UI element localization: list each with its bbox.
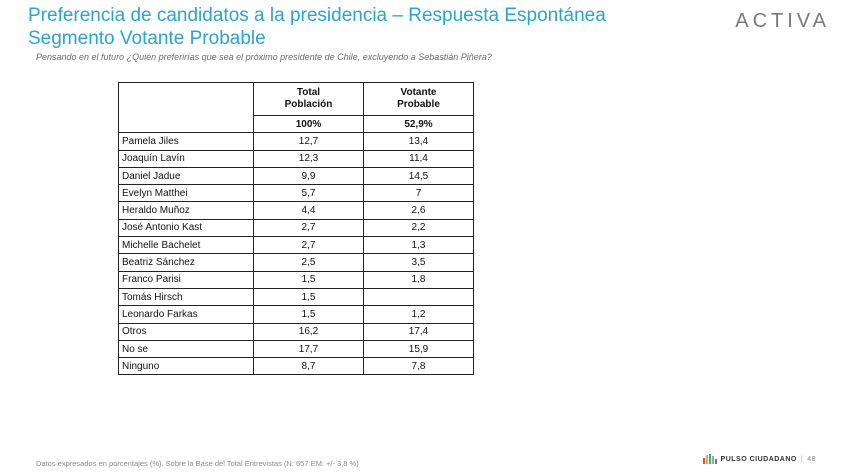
row-name: Evelyn Matthei [118, 184, 254, 203]
row-probable: 7,8 [363, 357, 474, 376]
page-number: 48 [807, 455, 816, 463]
row-name: No se [118, 339, 254, 359]
row-total: 8,7 [253, 357, 364, 376]
row-total: 2,7 [253, 236, 364, 255]
activa-logo: ACTIVA [735, 10, 830, 32]
row-name: Otros [118, 322, 254, 341]
table-row: Evelyn Matthei 5,7 7 [118, 184, 474, 203]
question-subtitle: Pensando en el futuro ¿Quién preferirías… [36, 52, 492, 62]
bars-icon [702, 454, 717, 464]
row-probable: 1,8 [363, 270, 474, 289]
row-total: 1,5 [253, 287, 364, 307]
table-row: Franco Parisi 1,5 1,8 [118, 270, 474, 289]
row-name: Joaquín Lavín [118, 149, 254, 168]
row-name: Beatriz Sánchez [118, 253, 254, 272]
row-name: José Antonio Kast [118, 218, 254, 238]
table-row: Pamela Jiles 12,7 13,4 [118, 132, 474, 151]
brand-name: PULSO CIUDADANO [720, 455, 797, 463]
table-row: Michelle Bachelet 2,7 1,3 [118, 236, 474, 255]
row-probable: 1,2 [363, 305, 474, 324]
table-row: Ninguno 8,7 7,8 [118, 357, 474, 376]
header-votante-probable: Votante Probable [363, 82, 474, 116]
row-total: 16,2 [253, 322, 364, 341]
table-row: Daniel Jadue 9,9 14,5 [118, 166, 474, 186]
row-probable: 7 [363, 184, 474, 203]
bar-mark [702, 458, 705, 464]
table-header-row: Total Población Votante Probable [118, 81, 474, 134]
base-total: 100% [253, 114, 364, 134]
table-row: Beatriz Sánchez 2,5 3,5 [118, 253, 474, 272]
row-name: Pamela Jiles [118, 132, 254, 151]
row-total: 2,7 [253, 218, 364, 238]
bar-mark [705, 455, 708, 464]
table-row: Otros 16,2 17,4 [118, 322, 474, 341]
row-probable: 2,2 [363, 218, 474, 238]
bar-mark [708, 454, 711, 464]
row-total: 9,9 [253, 166, 364, 186]
row-name: Heraldo Muñoz [118, 201, 254, 220]
row-total: 5,7 [253, 184, 364, 203]
page-title: Preferencia de candidatos a la presidenc… [28, 4, 678, 50]
row-total: 1,5 [253, 305, 364, 324]
table-row: Heraldo Muñoz 4,4 2,6 [118, 201, 474, 220]
results-table: Total Población Votante Probable 100% 52… [118, 81, 474, 376]
row-name: Franco Parisi [118, 270, 254, 289]
footer-note: Datos expresados en porcentajes (%). Sob… [36, 459, 359, 468]
bar-mark [711, 456, 714, 464]
row-probable: 1,3 [363, 236, 474, 255]
title-line-2: Segmento Votante Probable [28, 28, 266, 49]
empty-header-cell [118, 81, 254, 134]
header-total-poblacion: Total Población [253, 82, 364, 116]
row-probable: 17,4 [363, 322, 474, 341]
bar-mark [714, 459, 717, 464]
row-probable [363, 287, 474, 307]
row-name: Daniel Jadue [118, 166, 254, 186]
table-row: No se 17,7 15,9 [118, 339, 474, 359]
row-total: 17,7 [253, 339, 364, 359]
row-total: 12,7 [253, 132, 364, 151]
row-name: Ninguno [118, 357, 254, 376]
brand-separator: | [800, 455, 804, 463]
row-name: Leonardo Farkas [118, 305, 254, 324]
table-row: Joaquín Lavín 12,3 11,4 [118, 149, 474, 168]
table-row: Leonardo Farkas 1,5 1,2 [118, 305, 474, 324]
row-total: 4,4 [253, 201, 364, 220]
row-probable: 3,5 [363, 253, 474, 272]
row-name: Michelle Bachelet [118, 236, 254, 255]
row-total: 2,5 [253, 253, 364, 272]
base-probable: 52,9% [363, 114, 474, 134]
row-probable: 13,4 [363, 132, 474, 151]
row-name: Tomás Hirsch [118, 287, 254, 307]
row-total: 12,3 [253, 149, 364, 168]
row-total: 1,5 [253, 270, 364, 289]
table-base-row: 100% 52,9% [119, 114, 474, 134]
row-probable: 11,4 [363, 149, 474, 168]
table-row: Tomás Hirsch 1,5 [118, 287, 474, 307]
row-probable: 14,5 [363, 166, 474, 186]
table-row: José Antonio Kast 2,7 2,2 [118, 218, 474, 238]
pulso-ciudadano-brand: PULSO CIUDADANO | 48 [702, 454, 816, 464]
row-probable: 15,9 [363, 339, 474, 359]
title-line-1: Preferencia de candidatos a la presidenc… [28, 5, 606, 26]
row-probable: 2,6 [363, 201, 474, 220]
